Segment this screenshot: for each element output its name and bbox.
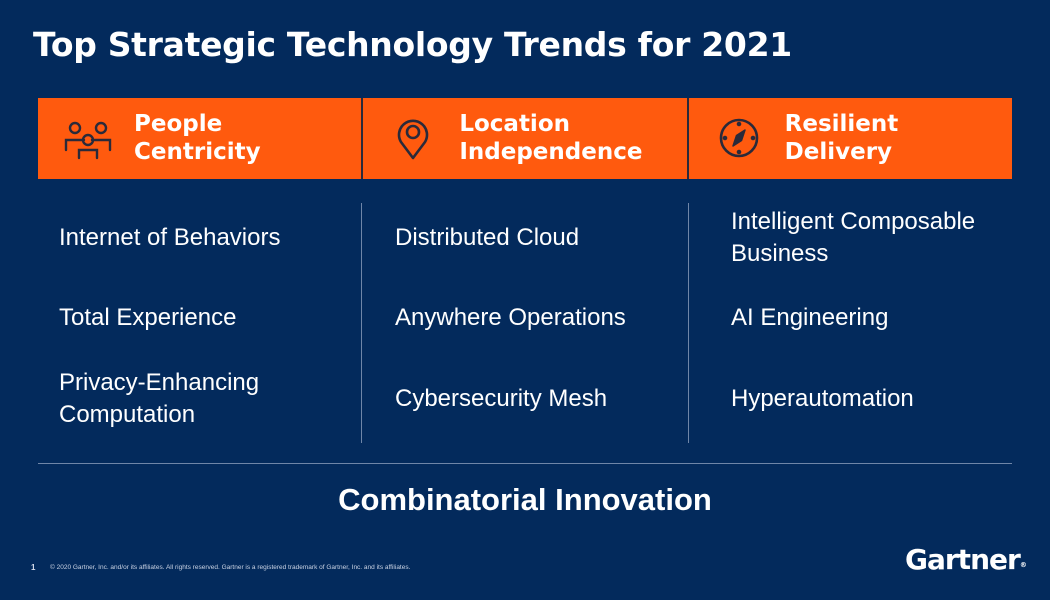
pillar-label: Resilient Delivery <box>785 110 899 166</box>
location-pin-icon <box>387 116 439 160</box>
pillar-label-line1: Location <box>459 111 570 137</box>
registered-mark: ® <box>1019 561 1027 569</box>
slide-title: Top Strategic Technology Trends for 2021 <box>33 25 792 64</box>
pillar-label-line2: Delivery <box>784 139 893 165</box>
trend-intelligent-composable-business-line1: Intelligent Composable <box>731 208 976 235</box>
compass-icon <box>713 116 765 160</box>
pillar-people-centricity: People Centricity <box>38 98 362 179</box>
pillar-label: People Centricity <box>134 110 261 166</box>
copyright-notice: © 2020 Gartner, Inc. and/or its affiliat… <box>50 564 411 571</box>
pillar-label: Location Independence <box>459 110 642 166</box>
column-divider <box>361 203 362 443</box>
theme-combinatorial-innovation: Combinatorial Innovation <box>338 482 712 517</box>
people-group-icon <box>62 116 114 160</box>
trend-privacy-enhancing-computation-line1: Privacy-Enhancing <box>59 369 260 396</box>
pillar-header-bar: People Centricity Location Independence <box>38 98 1012 179</box>
trend-intelligent-composable-business-line2: Business <box>731 240 829 267</box>
gartner-logo: Gartner® <box>905 543 1027 576</box>
pillar-location-independence: Location Independence <box>361 98 687 179</box>
trend-privacy-enhancing-computation-line2: Computation <box>59 401 196 428</box>
pillar-label-line2: Centricity <box>134 139 261 165</box>
trend-total-experience: Total Experience <box>59 304 237 331</box>
trend-cybersecurity-mesh: Cybersecurity Mesh <box>395 385 608 412</box>
pillar-resilient-delivery: Resilient Delivery <box>686 98 1012 179</box>
page-number: 1 <box>31 563 36 572</box>
pillar-label-line1: People <box>134 111 223 137</box>
trend-anywhere-operations: Anywhere Operations <box>395 304 626 331</box>
logo-text: Gartner <box>905 543 1021 576</box>
trend-distributed-cloud: Distributed Cloud <box>395 224 580 251</box>
trend-internet-of-behaviors: Internet of Behaviors <box>59 224 281 251</box>
pillar-label-line1: Resilient <box>784 111 899 137</box>
trend-hyperautomation: Hyperautomation <box>731 385 914 412</box>
pillar-label-line2: Independence <box>459 139 643 165</box>
column-divider <box>688 203 689 443</box>
horizontal-divider <box>38 463 1012 464</box>
trend-ai-engineering: AI Engineering <box>731 304 889 331</box>
